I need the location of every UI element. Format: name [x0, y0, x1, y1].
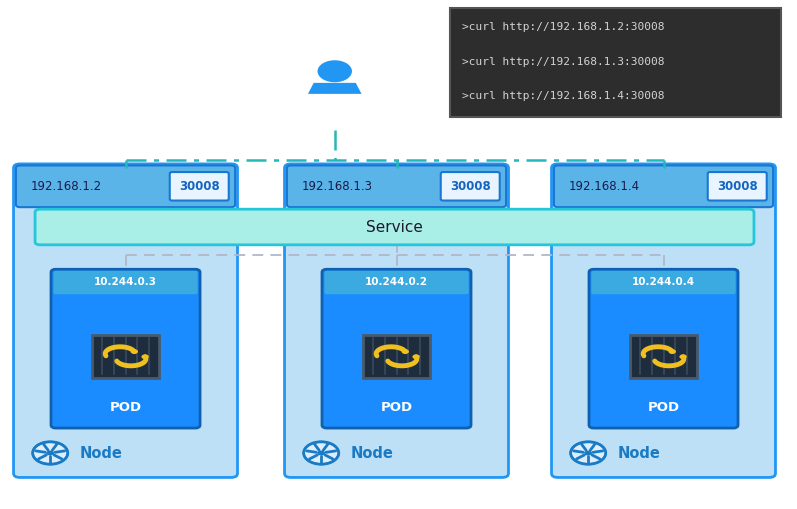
FancyBboxPatch shape — [287, 165, 506, 207]
Text: >curl http://192.168.1.3:30008: >curl http://192.168.1.3:30008 — [462, 56, 665, 67]
Text: Service: Service — [366, 219, 423, 235]
Circle shape — [33, 442, 68, 464]
Circle shape — [317, 450, 325, 456]
Text: 192.168.1.4: 192.168.1.4 — [569, 180, 640, 193]
FancyBboxPatch shape — [450, 8, 781, 117]
Text: POD: POD — [647, 401, 680, 414]
Circle shape — [304, 442, 339, 464]
Text: 10.244.0.4: 10.244.0.4 — [632, 277, 695, 288]
Text: Node: Node — [351, 445, 394, 461]
FancyBboxPatch shape — [324, 271, 469, 294]
Text: 10.244.0.3: 10.244.0.3 — [94, 277, 157, 288]
Text: 30008: 30008 — [717, 180, 758, 193]
FancyBboxPatch shape — [51, 269, 200, 428]
Circle shape — [402, 349, 409, 354]
FancyBboxPatch shape — [591, 271, 736, 294]
FancyBboxPatch shape — [170, 172, 229, 201]
Text: POD: POD — [109, 401, 142, 414]
Circle shape — [412, 354, 420, 359]
Circle shape — [584, 450, 592, 456]
FancyBboxPatch shape — [363, 335, 430, 378]
Text: Node: Node — [80, 445, 123, 461]
Text: POD: POD — [380, 401, 413, 414]
Text: 192.168.1.2: 192.168.1.2 — [31, 180, 102, 193]
Circle shape — [141, 354, 149, 359]
Circle shape — [571, 442, 606, 464]
Text: >curl http://192.168.1.2:30008: >curl http://192.168.1.2:30008 — [462, 22, 665, 32]
Text: >curl http://192.168.1.4:30008: >curl http://192.168.1.4:30008 — [462, 91, 665, 101]
Text: 30008: 30008 — [450, 180, 491, 193]
FancyBboxPatch shape — [92, 335, 159, 378]
FancyBboxPatch shape — [441, 172, 500, 201]
Circle shape — [317, 60, 352, 82]
FancyBboxPatch shape — [708, 172, 767, 201]
Polygon shape — [308, 83, 362, 94]
FancyBboxPatch shape — [630, 335, 697, 378]
Text: Node: Node — [618, 445, 661, 461]
FancyBboxPatch shape — [53, 271, 198, 294]
FancyBboxPatch shape — [322, 269, 471, 428]
Circle shape — [669, 349, 676, 354]
FancyBboxPatch shape — [552, 164, 775, 477]
Text: 30008: 30008 — [179, 180, 220, 193]
Circle shape — [679, 354, 687, 359]
Circle shape — [46, 450, 54, 456]
Text: 10.244.0.2: 10.244.0.2 — [365, 277, 428, 288]
FancyBboxPatch shape — [35, 209, 754, 245]
FancyBboxPatch shape — [285, 164, 508, 477]
Text: 192.168.1.3: 192.168.1.3 — [302, 180, 373, 193]
FancyBboxPatch shape — [554, 165, 773, 207]
Circle shape — [131, 349, 138, 354]
FancyBboxPatch shape — [16, 165, 235, 207]
FancyBboxPatch shape — [14, 164, 238, 477]
FancyBboxPatch shape — [589, 269, 738, 428]
